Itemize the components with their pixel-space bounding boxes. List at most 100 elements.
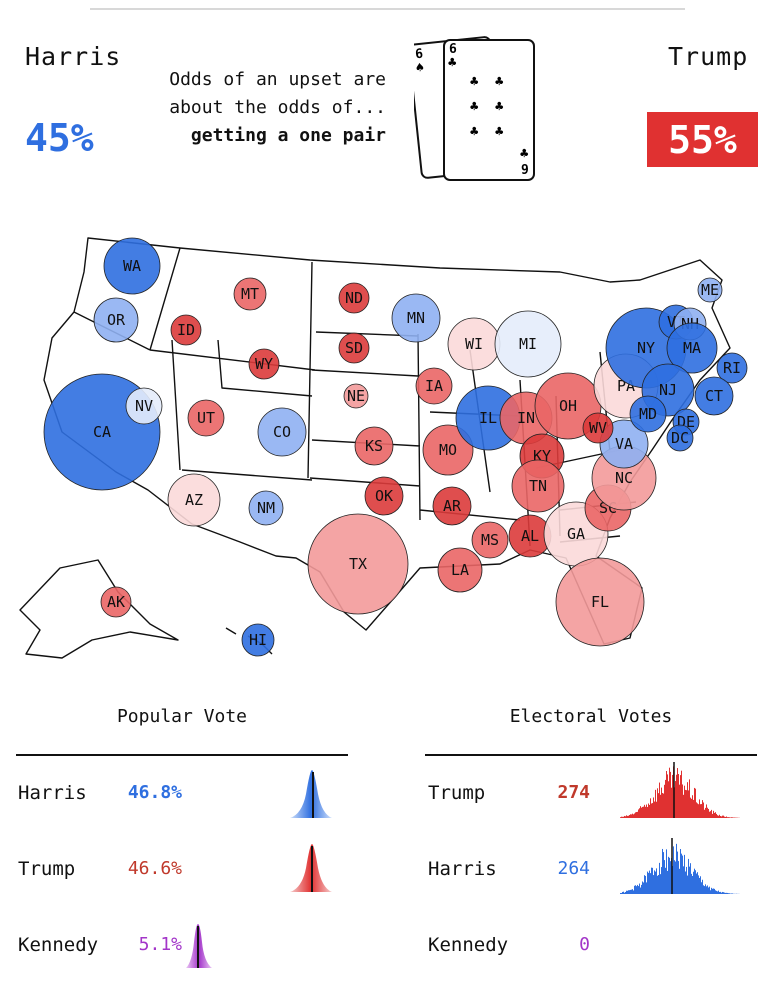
pv-harris-name: Harris: [18, 782, 87, 804]
state-circle-md[interactable]: [629, 395, 667, 433]
svg-text:♣: ♣: [495, 99, 504, 115]
electoral-votes-rule: [425, 754, 757, 756]
state-circle-mn[interactable]: [391, 293, 441, 343]
svg-text:♣: ♣: [470, 124, 479, 140]
front-card: [443, 39, 535, 181]
state-label-ks: KS: [365, 437, 383, 455]
state-circle-wa[interactable]: [103, 237, 161, 295]
upset-odds-text: Odds of an upset are about the odds of..…: [130, 66, 386, 150]
state-circle-mo[interactable]: [422, 424, 474, 476]
state-label-ms: MS: [481, 531, 499, 549]
state-circle-dc[interactable]: [666, 424, 694, 452]
state-circle-co[interactable]: [257, 407, 307, 457]
pv-harris-value: 46.8%: [127, 782, 182, 803]
state-circle-az[interactable]: [167, 473, 221, 527]
state-circle-sd[interactable]: [338, 332, 370, 364]
state-label-wi: WI: [465, 335, 483, 353]
state-circle-ak[interactable]: [100, 586, 132, 618]
state-label-co: CO: [273, 423, 291, 441]
state-circle-nm[interactable]: [248, 490, 284, 526]
ev-trump-name: Trump: [428, 782, 486, 804]
state-circle-ne[interactable]: [343, 383, 369, 409]
state-circle-tn[interactable]: [511, 459, 565, 513]
state-label-ri: RI: [723, 359, 741, 377]
svg-text:♣: ♣: [495, 124, 504, 140]
state-label-wv: WV: [589, 419, 607, 437]
state-circle-fl[interactable]: [555, 557, 645, 647]
state-label-ak: AK: [107, 593, 125, 611]
state-label-tn: TN: [529, 477, 547, 495]
front-card-rank: 6: [449, 42, 457, 57]
svg-text:♣: ♣: [470, 74, 479, 90]
state-label-fl: FL: [591, 593, 609, 611]
back-card-suit: ♠: [415, 60, 425, 77]
state-circle-la[interactable]: [437, 547, 483, 593]
popular-vote-rule: [16, 754, 348, 756]
state-circle-id[interactable]: [170, 314, 202, 346]
state-label-mi: MI: [519, 335, 537, 353]
state-circle-or[interactable]: [93, 297, 139, 343]
state-circle-ks[interactable]: [354, 426, 394, 466]
front-card-bottom-suit: ♣: [520, 146, 529, 162]
state-label-ga: GA: [567, 525, 585, 543]
state-label-ar: AR: [443, 497, 462, 515]
state-circle-me[interactable]: [697, 277, 723, 303]
popular-vote-title: Popular Vote: [116, 706, 248, 727]
state-circle-ut[interactable]: [187, 399, 225, 437]
playing-cards-icon: 6 ♠ 6 ♣ ♣ ♣ ♣ ♣ ♣ ♣ ♣ 9: [414, 36, 535, 181]
state-circle-ar[interactable]: [432, 486, 472, 526]
state-label-me: ME: [701, 281, 719, 299]
state-label-nm: NM: [257, 499, 275, 517]
state-label-ne: NE: [347, 387, 365, 405]
state-circle-nd[interactable]: [338, 282, 370, 314]
state-label-ct: CT: [705, 387, 723, 405]
front-card-bottom-rank: 9: [521, 163, 529, 178]
state-circle-ri[interactable]: [716, 352, 748, 384]
state-circle-nv[interactable]: [125, 387, 163, 425]
state-label-az: AZ: [185, 491, 203, 509]
trump-odds-badge: 55%: [647, 112, 758, 167]
state-circle-ct[interactable]: [694, 376, 734, 416]
pv-trump-name: Trump: [18, 858, 76, 880]
pv-kennedy-value: 5.1%: [138, 934, 182, 955]
odds-line-2: about the odds of...: [169, 97, 386, 118]
state-label-md: MD: [639, 405, 657, 423]
state-label-al: AL: [521, 527, 539, 545]
state-label-wy: WY: [255, 355, 273, 373]
ev-harris-name: Harris: [428, 858, 497, 880]
state-circle-hi[interactable]: [241, 623, 275, 657]
state-circle-ms[interactable]: [471, 521, 509, 559]
state-label-nc: NC: [615, 469, 633, 487]
state-label-nj: NJ: [659, 381, 677, 399]
harris-odds: 45%: [25, 116, 94, 160]
ev-kennedy-value: 0: [579, 934, 590, 955]
pv-harris-distribution: [290, 770, 332, 818]
svg-text:♣: ♣: [470, 99, 479, 115]
top-divider: [90, 8, 685, 10]
state-label-wa: WA: [123, 257, 141, 275]
state-circle-wy[interactable]: [248, 348, 280, 380]
state-label-mo: MO: [439, 441, 457, 459]
state-label-nv: NV: [135, 397, 153, 415]
state-circle-tx[interactable]: [307, 513, 409, 615]
state-circle-wv[interactable]: [582, 412, 614, 444]
pv-trump-distribution: [290, 844, 332, 892]
state-label-ny: NY: [637, 339, 655, 357]
state-label-nd: ND: [345, 289, 363, 307]
state-label-dc: DC: [671, 429, 689, 447]
state-circle-ma[interactable]: [666, 322, 718, 374]
state-label-mn: MN: [407, 309, 425, 327]
state-circle-mi[interactable]: [494, 310, 562, 378]
trump-odds: 55%: [668, 117, 737, 162]
state-label-ok: OK: [375, 487, 393, 505]
pv-kennedy-name: Kennedy: [18, 934, 99, 956]
state-label-or: OR: [107, 311, 126, 329]
ev-harris-distribution: [620, 838, 740, 894]
odds-line-3: getting a one pair: [190, 125, 386, 146]
state-circle-ia[interactable]: [415, 367, 453, 405]
electoral-votes-title: Electoral Votes: [509, 706, 673, 727]
state-circle-ok[interactable]: [364, 476, 404, 516]
state-circle-mt[interactable]: [233, 277, 267, 311]
ev-kennedy-name: Kennedy: [428, 934, 509, 956]
state-label-id: ID: [177, 321, 195, 339]
